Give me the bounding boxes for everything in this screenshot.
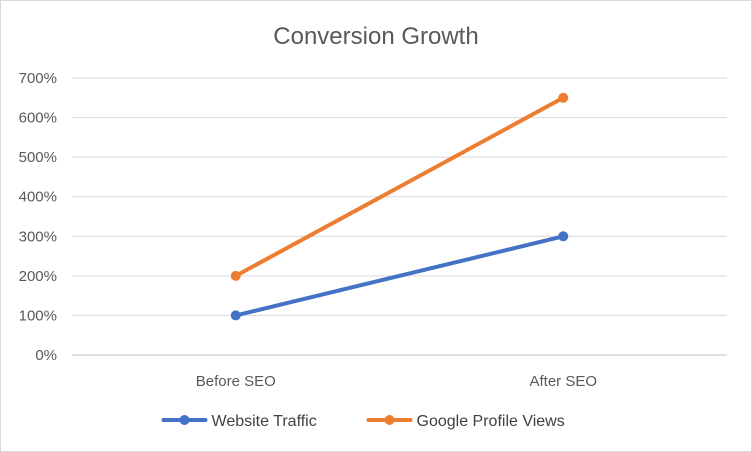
y-tick-label: 200% bbox=[19, 268, 57, 285]
legend-swatch-marker bbox=[179, 415, 190, 425]
legend: Website Traffic Google Profile Views bbox=[161, 413, 565, 430]
y-tick-label: 100% bbox=[19, 307, 57, 324]
y-tick-label: 0% bbox=[35, 347, 57, 364]
data-point bbox=[230, 310, 241, 321]
data-point bbox=[230, 270, 241, 281]
y-tick-label: 600% bbox=[19, 110, 57, 127]
y-axis-ticks: 0% 100% 200% 300% 400% 500% 600% 700% bbox=[19, 70, 57, 364]
y-tick-label: 700% bbox=[19, 70, 57, 87]
y-tick-label: 300% bbox=[19, 228, 57, 245]
data-point bbox=[558, 231, 569, 242]
data-point bbox=[558, 92, 569, 103]
series-layer bbox=[230, 92, 569, 321]
x-tick-label: After SEO bbox=[529, 373, 597, 390]
y-tick-label: 400% bbox=[19, 189, 57, 206]
legend-swatch-marker bbox=[384, 415, 395, 425]
series-line-0 bbox=[233, 234, 566, 318]
y-tick-label: 500% bbox=[19, 149, 57, 166]
legend-label: Google Profile Views bbox=[417, 413, 565, 430]
chart-title: Conversion Growth bbox=[273, 23, 478, 50]
series-line-1 bbox=[233, 95, 566, 278]
x-axis-ticks: Before SEO After SEO bbox=[196, 373, 597, 390]
gridlines bbox=[72, 77, 727, 356]
x-tick-label: Before SEO bbox=[196, 373, 276, 390]
legend-label: Website Traffic bbox=[212, 413, 317, 430]
